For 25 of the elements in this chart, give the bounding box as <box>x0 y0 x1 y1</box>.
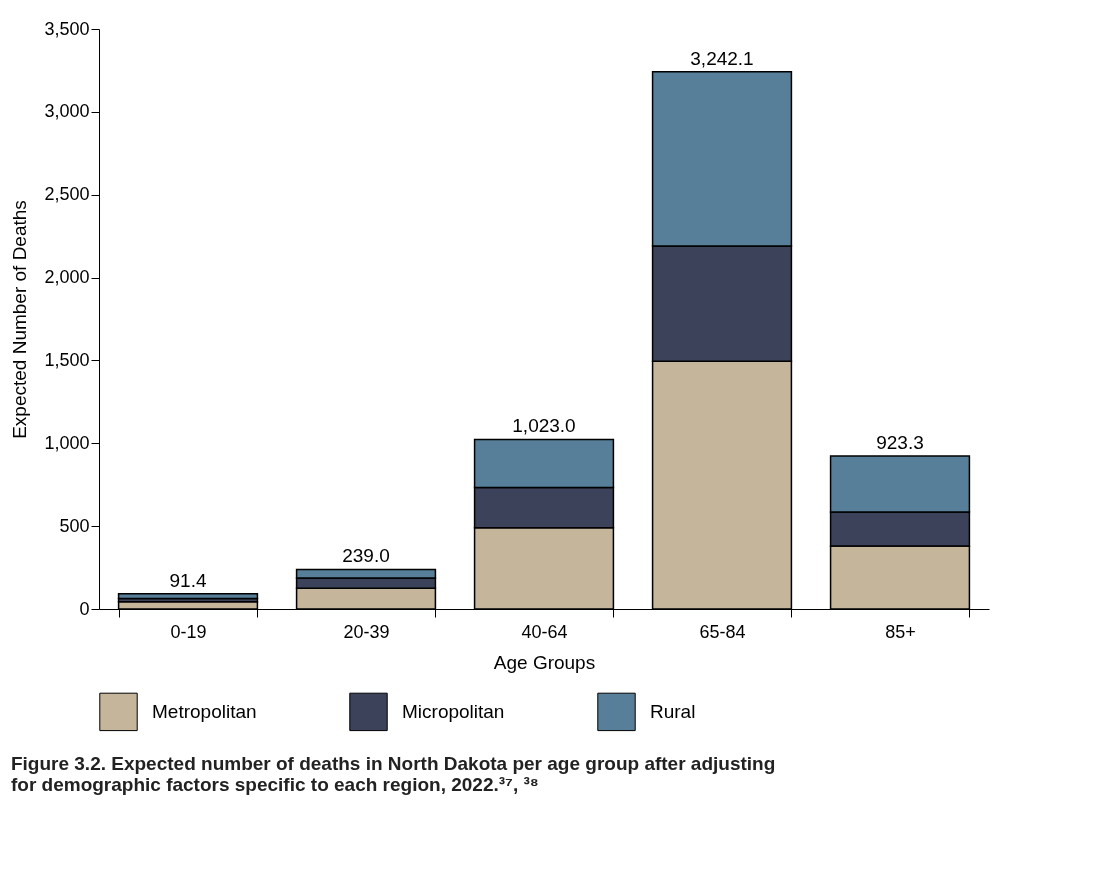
total-label: 91.4 <box>169 569 207 591</box>
x-tick-label: 20-39 <box>343 621 390 642</box>
y-tick-label: 1,500 <box>44 349 90 370</box>
total-label: 1,023.0 <box>512 415 576 437</box>
y-tick-label: 2,500 <box>44 184 90 205</box>
y-tick-label: 1,000 <box>44 432 90 453</box>
bar <box>117 593 259 600</box>
x-tick-label: 0-19 <box>170 621 207 642</box>
total-label: 923.3 <box>876 432 924 453</box>
total-label: 239.0 <box>342 545 390 567</box>
y-tick-label: 3,000 <box>44 101 90 122</box>
x-tick-label: 85+ <box>885 621 916 642</box>
x-tick-label: 40-64 <box>521 621 568 642</box>
legend-label: Metropolitan <box>152 700 257 722</box>
x-tick-label: 65-84 <box>699 621 746 642</box>
legend-label: Micropolitan <box>402 700 505 722</box>
y-tick-label: 500 <box>59 515 90 536</box>
y-axis-title: Expected Number of Deaths <box>9 200 31 439</box>
y-tick-label: 3,500 <box>44 18 90 39</box>
legend-label: Rural <box>650 700 696 722</box>
y-tick-label: 0 <box>79 598 90 619</box>
y-tick-label: 2,000 <box>44 267 90 288</box>
x-axis-title: Age Groups <box>493 651 596 673</box>
text: Figure 3.2. Expected number of deaths in North Dakota per age group after adjusting for demographic factors specific to each region, 2022.³⁷, ³⁸ <box>10 753 776 795</box>
total-label: 3,242.1 <box>690 47 754 69</box>
